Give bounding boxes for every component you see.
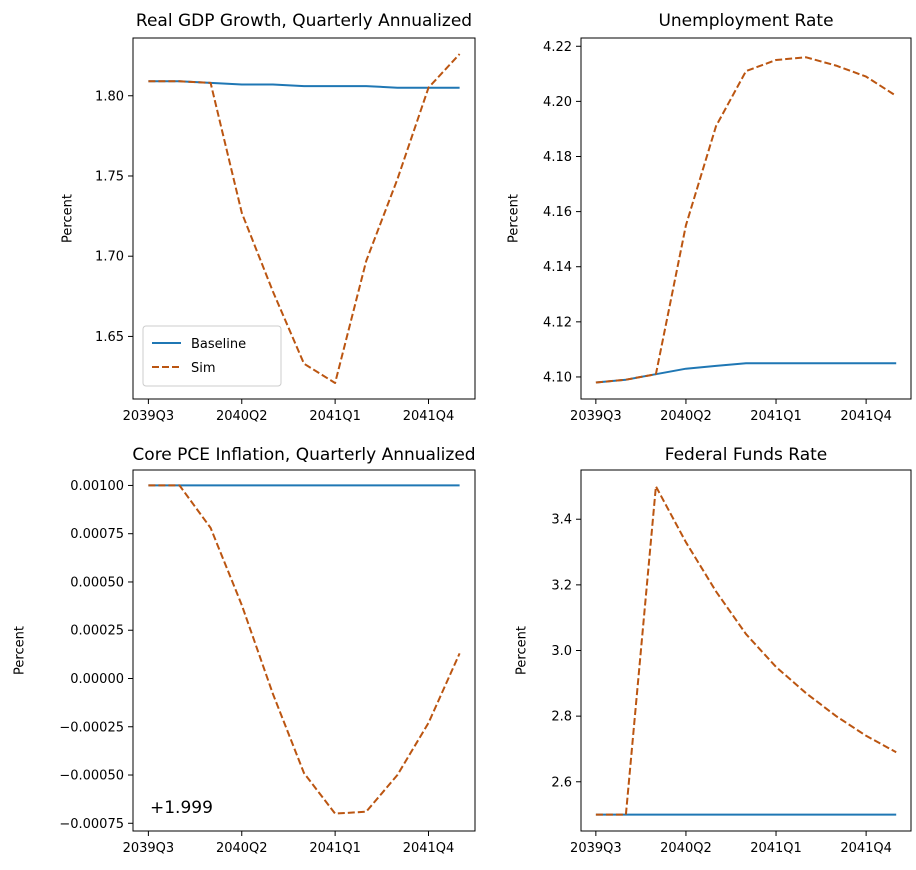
y-tick-label: 4.16 [543, 205, 572, 220]
series-line-sim [148, 53, 461, 384]
x-tick-label: 2040Q2 [216, 409, 268, 424]
x-tick-label: 2039Q3 [570, 841, 622, 856]
y-tick-label: 1.70 [95, 250, 124, 265]
x-tick-label: 2041Q4 [840, 409, 892, 424]
chart-title: Unemployment Rate [658, 11, 833, 31]
y-tick-label: 4.10 [543, 370, 572, 385]
y-offset-text: +1.999 [150, 798, 213, 818]
series-line-sim [595, 485, 897, 816]
chart-title: Federal Funds Rate [665, 445, 828, 465]
y-tick-label: 0.00050 [70, 575, 124, 590]
chart-title: Core PCE Inflation, Quarterly Annualized [132, 445, 475, 465]
plot-frame [580, 469, 912, 832]
x-tick-label: 2041Q4 [403, 841, 455, 856]
x-tick-label: 2041Q1 [309, 409, 361, 424]
series-line-baseline [595, 362, 897, 384]
x-tick-label: 2041Q1 [750, 409, 802, 424]
y-tick-label: 2.6 [551, 775, 572, 790]
y-tick-label: 4.14 [543, 260, 572, 275]
y-tick-label: −0.00050 [59, 769, 124, 784]
y-tick-label: 3.2 [551, 578, 572, 593]
y-tick-label: 4.22 [543, 40, 572, 55]
y-tick-label: 1.75 [95, 169, 124, 184]
y-tick-label: 2.8 [551, 710, 572, 725]
y-axis-label: Percent [507, 194, 522, 243]
legend-label-baseline: Baseline [191, 337, 246, 352]
y-tick-label: −0.00075 [59, 817, 124, 832]
series-line-sim [595, 56, 897, 384]
y-tick-label: 4.12 [543, 315, 572, 330]
y-tick-label: 0.00000 [70, 672, 124, 687]
plot-frame [580, 37, 912, 400]
x-tick-label: 2039Q3 [123, 841, 175, 856]
legend-label-sim: Sim [191, 361, 216, 376]
x-tick-label: 2040Q2 [660, 841, 712, 856]
x-tick-label: 2041Q4 [840, 841, 892, 856]
y-tick-label: 4.18 [543, 150, 572, 165]
series-line-sim [148, 484, 461, 815]
legend-box [142, 325, 282, 387]
y-axis-label: Percent [515, 626, 530, 675]
y-axis-label: Percent [13, 626, 28, 675]
plot-frame [132, 37, 476, 400]
y-tick-label: 0.00025 [70, 624, 124, 639]
x-tick-label: 2041Q1 [309, 841, 361, 856]
legend: Baseline Sim [142, 325, 282, 387]
x-tick-label: 2041Q1 [750, 841, 802, 856]
x-tick-label: 2041Q4 [403, 409, 455, 424]
chart-panel-fed_funds: Federal Funds Rate Percent 2.6 2.8 3.0 3.2 3.4… [515, 445, 912, 856]
y-axis-label: Percent [61, 194, 76, 243]
y-tick-label: 0.00075 [70, 527, 124, 542]
y-tick-label: 1.80 [95, 89, 124, 104]
x-tick-label: 2039Q3 [123, 409, 175, 424]
x-tick-label: 2040Q2 [216, 841, 268, 856]
x-tick-label: 2040Q2 [660, 409, 712, 424]
y-tick-label: −0.00025 [59, 720, 124, 735]
chart-panel-core_pce: Core PCE Inflation, Quarterly Annualized… [13, 445, 476, 856]
plot-frame [132, 469, 476, 832]
chart-title: Real GDP Growth, Quarterly Annualized [136, 11, 472, 31]
x-tick-label: 2039Q3 [570, 409, 622, 424]
y-tick-label: 4.20 [543, 95, 572, 110]
chart-panel-gdp: Real GDP Growth, Quarterly Annualized Per… [61, 11, 476, 424]
y-tick-label: 3.4 [551, 513, 572, 528]
y-tick-label: 0.00100 [70, 479, 124, 494]
chart-panel-unemployment: Unemployment Rate Percent 4.10 4.12 4.14 4.16… [507, 11, 912, 424]
y-tick-label: 1.65 [95, 330, 124, 345]
y-tick-label: 3.0 [551, 644, 572, 659]
